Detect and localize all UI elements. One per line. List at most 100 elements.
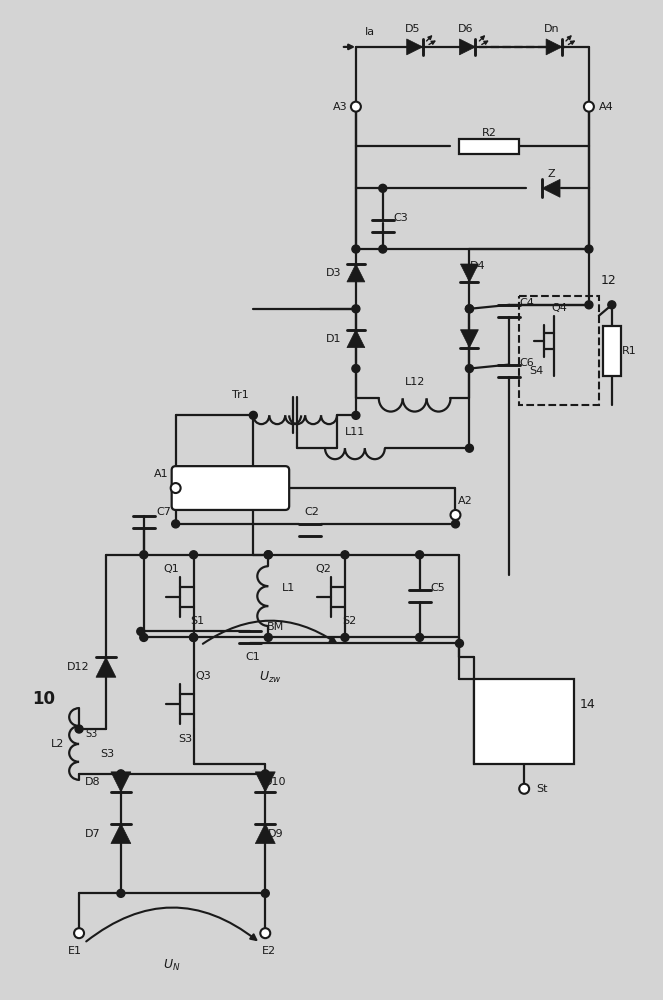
- Text: D6: D6: [457, 24, 473, 34]
- Circle shape: [172, 520, 180, 528]
- Text: C4: C4: [520, 298, 534, 308]
- Polygon shape: [111, 772, 131, 792]
- Text: D7: D7: [85, 829, 101, 839]
- Text: A3: A3: [333, 102, 347, 112]
- Text: A4: A4: [599, 102, 613, 112]
- Text: S4: S4: [529, 366, 543, 376]
- Text: FL1: FL1: [219, 482, 241, 495]
- Circle shape: [352, 411, 360, 419]
- Circle shape: [261, 889, 269, 897]
- Text: E1: E1: [68, 946, 82, 956]
- Text: Z: Z: [547, 169, 555, 179]
- Circle shape: [585, 301, 593, 309]
- Circle shape: [190, 551, 198, 559]
- Circle shape: [452, 520, 459, 528]
- Text: C7: C7: [156, 507, 171, 517]
- Circle shape: [352, 305, 360, 313]
- Bar: [475, 679, 574, 764]
- Polygon shape: [255, 824, 275, 844]
- Text: L1: L1: [282, 583, 295, 593]
- Circle shape: [137, 627, 145, 635]
- Polygon shape: [461, 330, 479, 348]
- Text: L2: L2: [50, 739, 64, 749]
- Text: D10: D10: [264, 777, 286, 787]
- Circle shape: [261, 928, 271, 938]
- Text: St: St: [536, 784, 548, 794]
- Text: D12: D12: [67, 662, 90, 672]
- Circle shape: [608, 301, 616, 309]
- Text: Q3: Q3: [196, 671, 211, 681]
- Text: C5: C5: [430, 583, 445, 593]
- Polygon shape: [96, 657, 116, 677]
- Text: Q1: Q1: [164, 564, 180, 574]
- Text: 12: 12: [601, 274, 617, 287]
- Text: R1: R1: [623, 346, 637, 356]
- Text: D4: D4: [469, 261, 485, 271]
- Text: Dn: Dn: [544, 24, 560, 34]
- Text: Q2: Q2: [315, 564, 331, 574]
- Text: A2: A2: [458, 496, 473, 506]
- Polygon shape: [347, 264, 365, 282]
- Circle shape: [416, 633, 424, 641]
- Text: S3: S3: [178, 734, 193, 744]
- Circle shape: [519, 784, 529, 794]
- Text: S3: S3: [100, 749, 114, 759]
- Text: D9: D9: [267, 829, 283, 839]
- Circle shape: [379, 245, 387, 253]
- Text: Ia: Ia: [365, 27, 375, 37]
- Circle shape: [140, 551, 148, 559]
- Text: D1: D1: [326, 334, 341, 344]
- Text: E2: E2: [262, 946, 276, 956]
- Circle shape: [455, 639, 463, 647]
- Polygon shape: [347, 330, 365, 348]
- Text: D3: D3: [326, 268, 341, 278]
- Polygon shape: [111, 824, 131, 844]
- Bar: [603, 326, 621, 376]
- Circle shape: [74, 928, 84, 938]
- Polygon shape: [255, 772, 275, 792]
- Circle shape: [265, 551, 272, 559]
- Text: D5: D5: [405, 24, 420, 34]
- Text: A1: A1: [154, 469, 169, 479]
- Circle shape: [341, 551, 349, 559]
- Circle shape: [465, 365, 473, 373]
- Text: $U_N$: $U_N$: [164, 957, 181, 973]
- Text: 10: 10: [32, 690, 55, 708]
- Polygon shape: [406, 39, 422, 55]
- Circle shape: [117, 889, 125, 897]
- Circle shape: [170, 483, 180, 493]
- Text: L12: L12: [404, 377, 425, 387]
- Circle shape: [351, 102, 361, 112]
- Circle shape: [265, 633, 272, 641]
- Bar: [459, 139, 519, 154]
- Text: Tr1: Tr1: [232, 390, 249, 400]
- Text: Q4: Q4: [551, 303, 567, 313]
- Circle shape: [584, 102, 594, 112]
- Text: 14: 14: [580, 698, 596, 711]
- Circle shape: [140, 633, 148, 641]
- Text: R2: R2: [482, 128, 497, 138]
- Circle shape: [352, 365, 360, 373]
- Text: C1: C1: [245, 652, 260, 662]
- Circle shape: [416, 551, 424, 559]
- Circle shape: [117, 770, 125, 778]
- Circle shape: [379, 184, 387, 192]
- Polygon shape: [542, 179, 560, 197]
- FancyBboxPatch shape: [172, 466, 289, 510]
- Text: C3: C3: [393, 213, 408, 223]
- Circle shape: [465, 305, 473, 313]
- Text: L11: L11: [345, 427, 365, 437]
- Circle shape: [190, 633, 198, 641]
- Text: S3: S3: [85, 729, 97, 739]
- Circle shape: [249, 411, 257, 419]
- Polygon shape: [459, 39, 475, 55]
- Circle shape: [465, 444, 473, 452]
- Text: $U_{zw}$: $U_{zw}$: [259, 670, 282, 685]
- Text: BM: BM: [267, 622, 284, 632]
- Text: D8: D8: [85, 777, 101, 787]
- Text: C2: C2: [304, 507, 320, 517]
- Circle shape: [352, 245, 360, 253]
- Circle shape: [261, 770, 269, 778]
- Circle shape: [465, 305, 473, 313]
- Polygon shape: [461, 264, 479, 282]
